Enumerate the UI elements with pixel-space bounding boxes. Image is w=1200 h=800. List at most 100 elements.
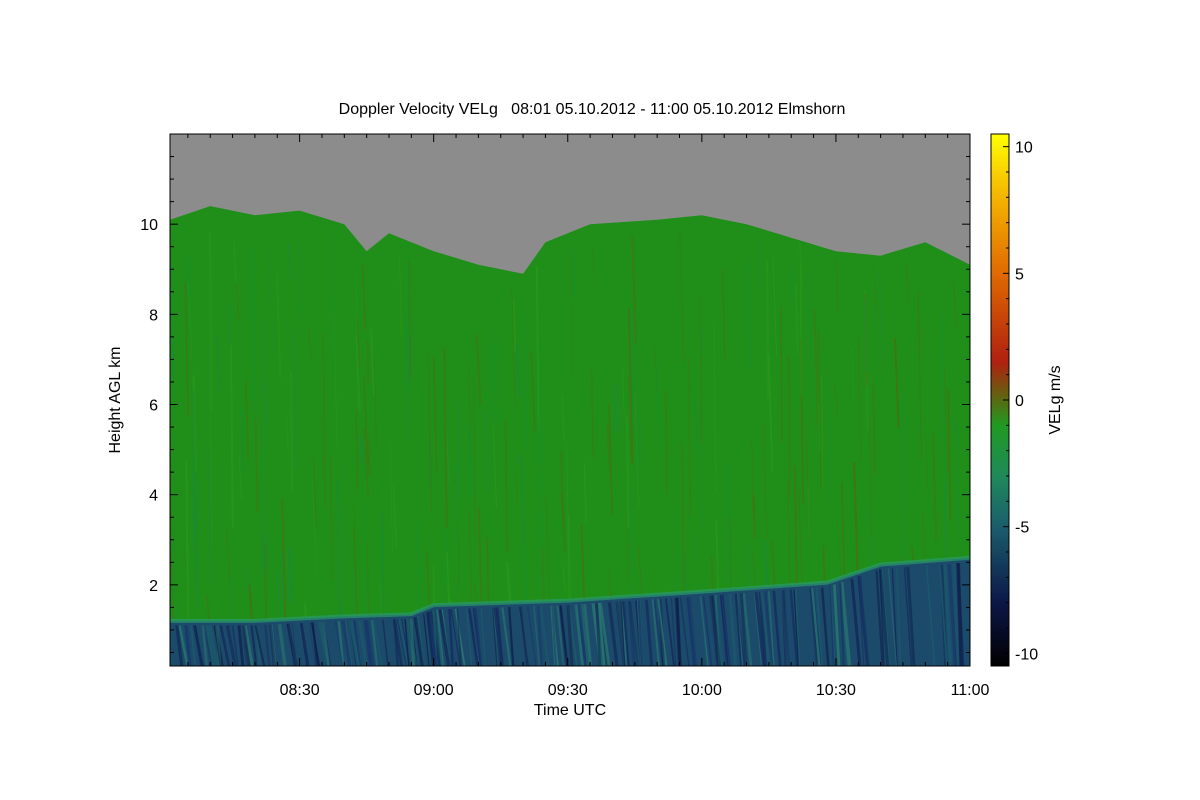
rain-streak [268, 624, 277, 666]
colorbar-tick-label: -10 [1015, 646, 1038, 663]
fall-streak [206, 593, 210, 621]
fall-streak [852, 461, 859, 574]
fall-streak [654, 347, 658, 392]
rain-streak [772, 590, 782, 666]
fall-streak [332, 228, 337, 358]
rain-streak [370, 619, 379, 666]
fall-streak [566, 439, 570, 600]
fall-streak [857, 333, 862, 463]
rain-streak [286, 623, 296, 666]
fall-streak [614, 384, 619, 432]
rain-streak [227, 625, 236, 666]
fall-streak [263, 543, 268, 620]
rain-streak [474, 608, 483, 666]
y-tick-label: 4 [149, 488, 158, 505]
fall-streak [389, 443, 393, 551]
rain-streak [850, 578, 862, 666]
fall-streak [957, 458, 961, 559]
fall-streak [226, 529, 231, 581]
fall-streak [263, 383, 267, 562]
fall-streak [840, 482, 846, 578]
fall-streak [365, 571, 369, 616]
fall-streak [770, 540, 776, 587]
fall-streak [262, 321, 268, 427]
fall-streak [312, 457, 317, 528]
fall-streak [915, 337, 921, 436]
rain-streak [357, 620, 368, 666]
rain-streak [243, 625, 254, 666]
fall-streak [786, 480, 791, 586]
rain-streak [317, 621, 329, 666]
colorbar-tick-label: 10 [1015, 140, 1033, 157]
fall-streak [355, 409, 359, 489]
fall-streak [790, 265, 796, 306]
rain-streak [493, 607, 501, 666]
y-tick-label: 10 [140, 217, 158, 234]
fall-streak [353, 530, 359, 617]
fall-streak [522, 543, 529, 603]
fall-streak [355, 336, 361, 413]
fall-streak [373, 354, 377, 447]
fall-streak [418, 370, 423, 479]
rain-streak [454, 608, 466, 666]
rain-streak [237, 625, 245, 666]
rain-streak [539, 605, 550, 666]
rain-streak [566, 604, 574, 666]
rain-streak [906, 566, 916, 666]
rain-streak [393, 618, 404, 666]
fall-streak [363, 427, 369, 497]
rain-streak [337, 621, 345, 666]
colorbar-tick-label: 5 [1015, 266, 1024, 283]
fall-streak [468, 429, 473, 498]
fall-streak [713, 321, 717, 493]
fall-streak [813, 309, 819, 425]
fall-streak [432, 565, 436, 606]
fall-streak [722, 268, 726, 361]
fall-streak [627, 375, 632, 457]
fall-streak [303, 603, 308, 619]
fall-streak [905, 261, 910, 303]
fall-streak [276, 271, 282, 379]
fall-streak [336, 480, 341, 617]
fall-streak [406, 316, 410, 398]
rain-streak [627, 600, 636, 666]
fall-streak [173, 582, 179, 621]
rain-streak [344, 620, 353, 666]
fall-streak [492, 326, 497, 421]
rain-streak [753, 592, 763, 666]
rain-streak [372, 619, 383, 666]
fall-streak [473, 376, 476, 536]
fall-streak [608, 564, 612, 598]
rain-streak [434, 609, 441, 666]
fall-streak [560, 476, 565, 521]
rain-streak [709, 595, 718, 666]
fall-streak [351, 568, 357, 617]
rain-streak [622, 601, 630, 666]
rain-streak [679, 597, 690, 666]
fall-streak [405, 317, 410, 445]
fall-streak [443, 347, 448, 528]
rain-streak [760, 591, 771, 666]
fall-streak [381, 512, 385, 616]
x-tick-label: 08:30 [280, 682, 320, 699]
rain-streak [480, 607, 487, 666]
rain-streak [686, 596, 696, 666]
fall-streak [561, 395, 565, 442]
fall-streak [208, 231, 213, 412]
rain-streak [250, 625, 258, 666]
fall-streak [477, 507, 483, 604]
fall-streak [356, 317, 361, 370]
rain-streak [448, 609, 454, 666]
fall-streak [230, 575, 233, 621]
rain-streak [858, 576, 870, 666]
fall-streak [391, 415, 394, 535]
rain-streak [875, 570, 884, 666]
colorbar-label: VELg m/s [1047, 365, 1064, 434]
rain-streak [758, 591, 767, 666]
fall-streak [675, 505, 679, 594]
fall-streak [457, 517, 461, 584]
fall-streak [241, 408, 245, 474]
fall-streak [512, 298, 516, 352]
fall-streak [408, 260, 412, 382]
